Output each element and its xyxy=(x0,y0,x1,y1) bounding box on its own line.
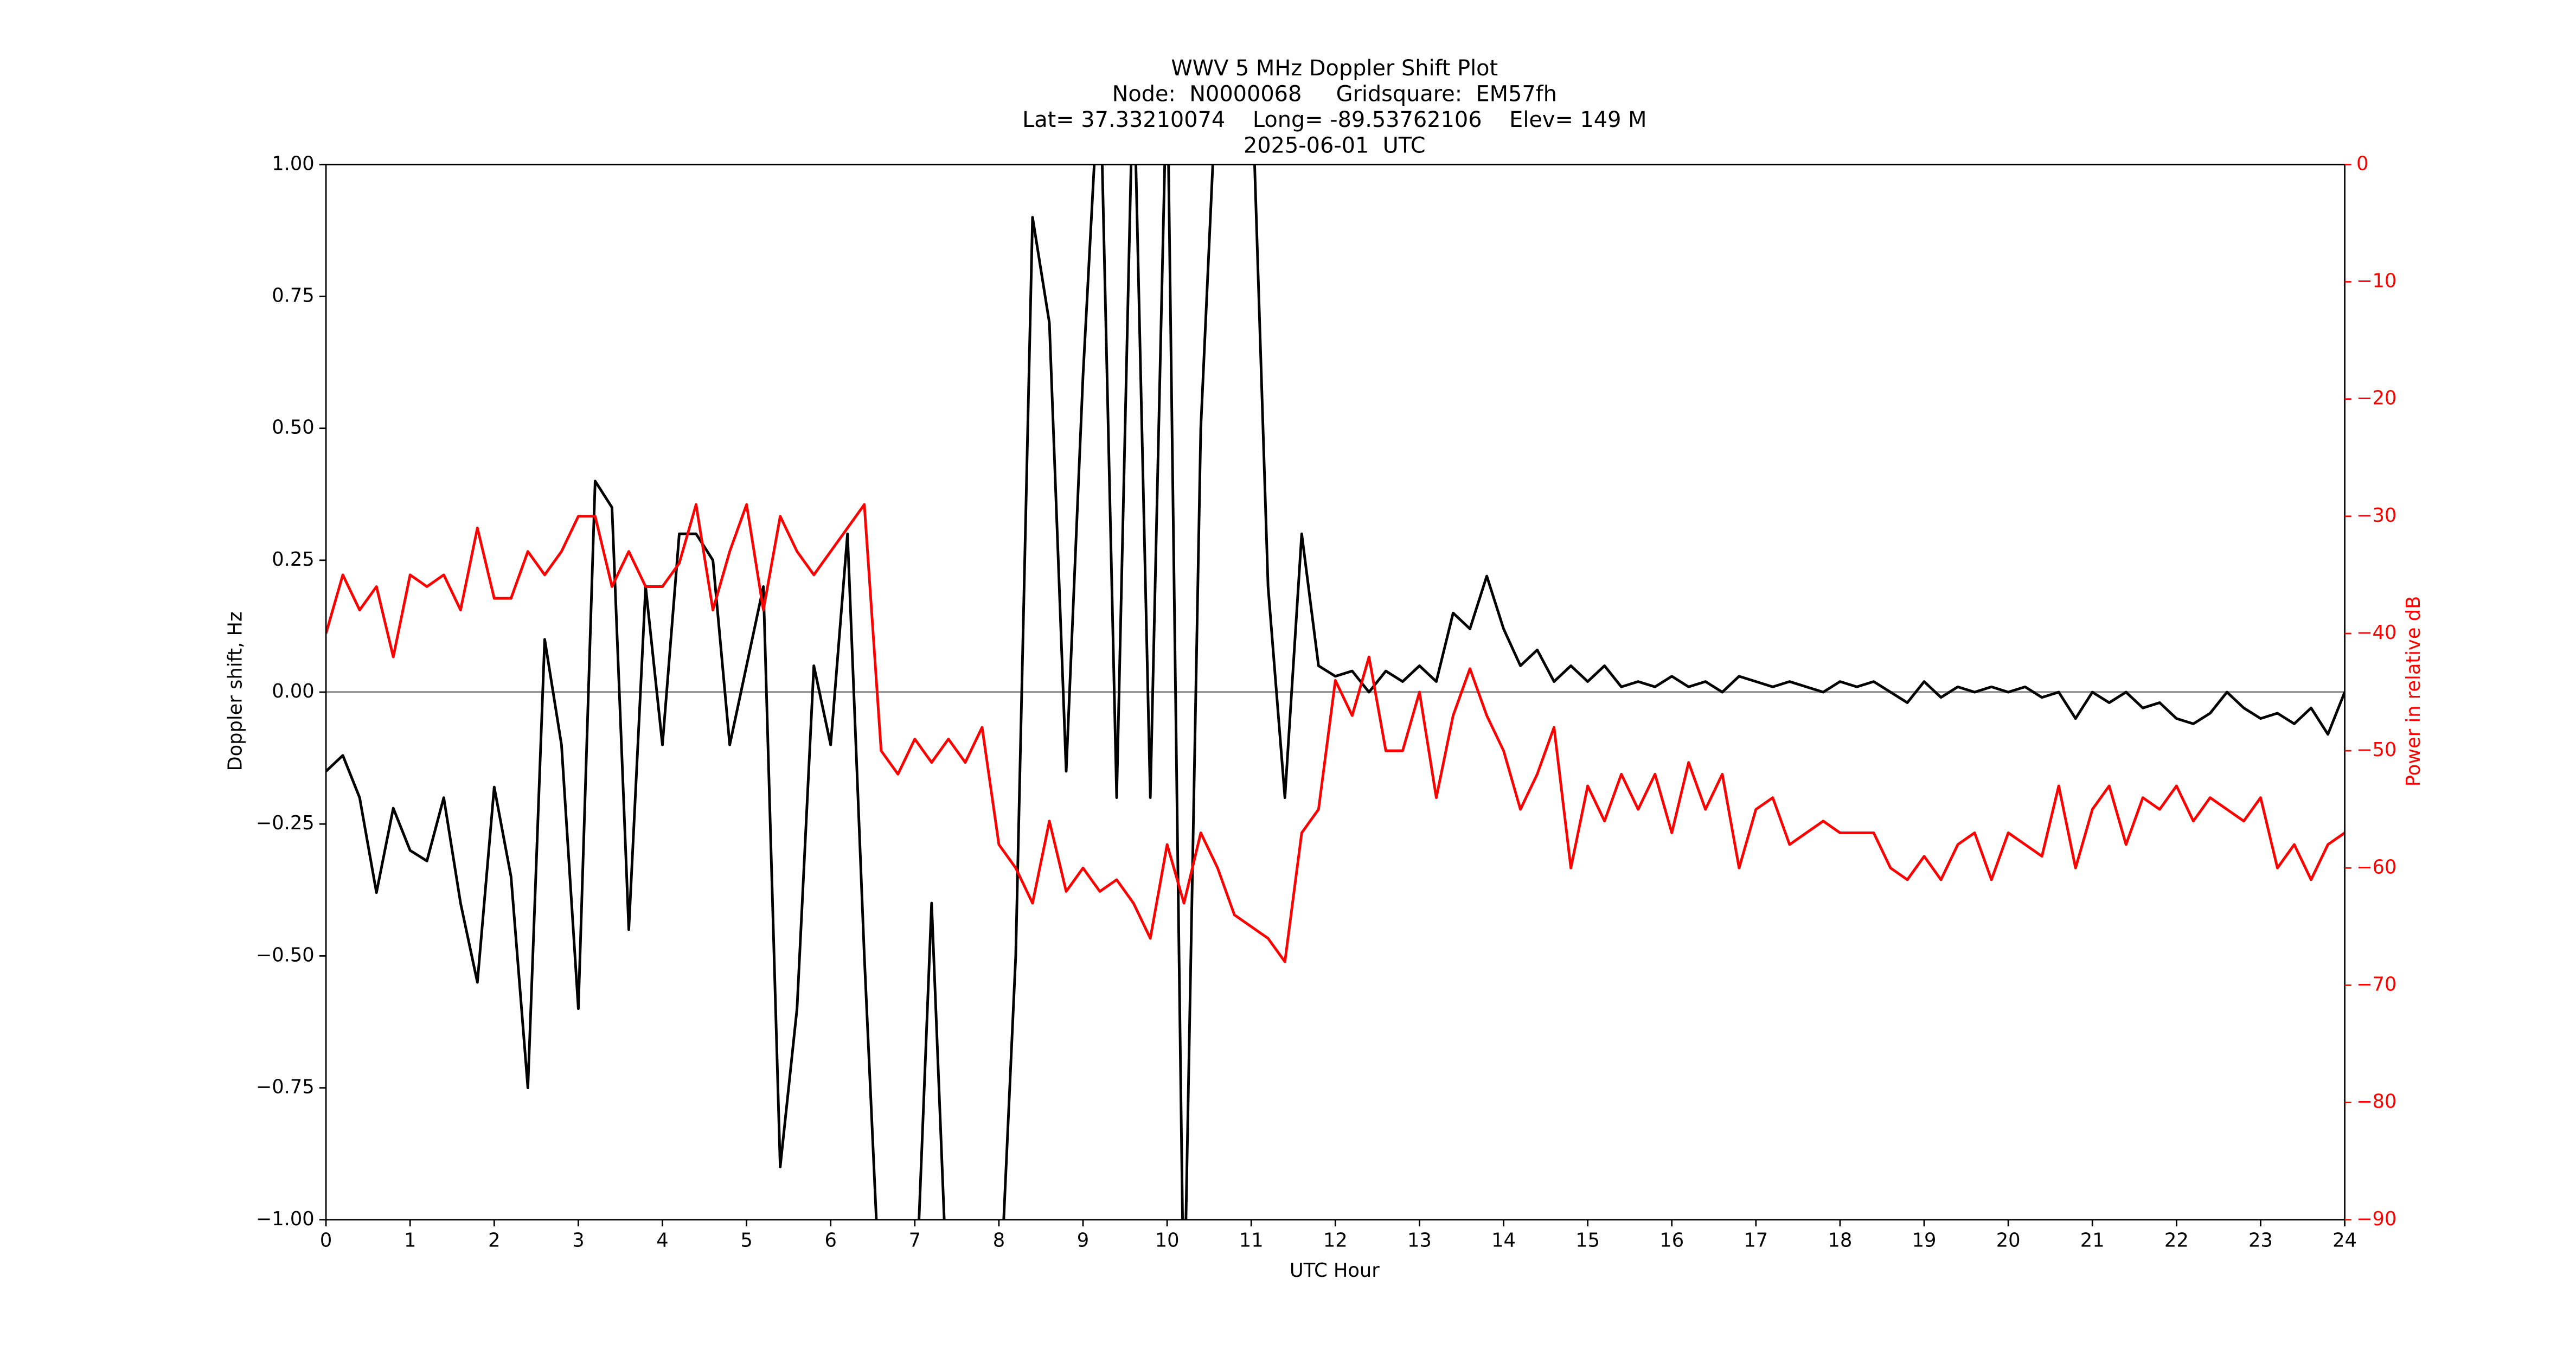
y2-tick-label: 0 xyxy=(2356,152,2368,175)
y-tick-label: −0.50 xyxy=(256,944,315,966)
y2-tick-label: −10 xyxy=(2356,270,2396,292)
x-tick-label: 14 xyxy=(1491,1230,1516,1252)
x-tick-label: 13 xyxy=(1407,1230,1432,1252)
x-tick-label: 23 xyxy=(2248,1230,2273,1252)
x-axis-label: UTC Hour xyxy=(1290,1259,1380,1282)
axes-frame xyxy=(325,163,2346,1221)
y2-tick-label: −80 xyxy=(2356,1091,2396,1113)
x-tick-label: 0 xyxy=(320,1230,332,1252)
chart-title: Lat= 37.33210074 Long= -89.53762106 Elev… xyxy=(1022,107,1646,132)
x-tick-label: 3 xyxy=(572,1230,584,1252)
x-tick-label: 4 xyxy=(656,1230,668,1252)
y2-tick-label: −90 xyxy=(2356,1208,2396,1230)
chart-title: Node: N0000068 Gridsquare: EM57fh xyxy=(1112,82,1557,107)
y-axis-label: Doppler shift, Hz xyxy=(225,612,247,771)
y2-tick-label: −70 xyxy=(2356,973,2396,995)
x-tick-label: 12 xyxy=(1323,1230,1348,1252)
x-tick-label: 11 xyxy=(1239,1230,1264,1252)
x-tick-label: 5 xyxy=(740,1230,752,1252)
y-tick-label: 0.50 xyxy=(272,417,314,439)
y-tick-label: 0.25 xyxy=(272,548,314,571)
y-tick-label: 1.00 xyxy=(272,152,314,175)
x-tick-label: 22 xyxy=(2164,1230,2189,1252)
data-line xyxy=(326,164,2345,1220)
y2-tick-label: −20 xyxy=(2356,387,2396,410)
x-tick-label: 8 xyxy=(993,1230,1005,1252)
x-tick-label: 7 xyxy=(909,1230,921,1252)
y2-tick-label: −40 xyxy=(2356,622,2396,644)
x-tick-label: 19 xyxy=(1912,1230,1937,1252)
x-tick-label: 1 xyxy=(404,1230,416,1252)
chart-title: 2025-06-01 UTC xyxy=(1244,133,1426,158)
x-tick-label: 15 xyxy=(1575,1230,1600,1252)
y-tick-label: −0.75 xyxy=(256,1076,315,1098)
y-tick-label: −1.00 xyxy=(256,1208,315,1230)
y2-axis-label: Power in relative dB xyxy=(2402,596,2425,787)
x-tick-label: 6 xyxy=(824,1230,836,1252)
chart-title: WWV 5 MHz Doppler Shift Plot xyxy=(1171,56,1498,81)
x-tick-label: 20 xyxy=(1996,1230,2021,1252)
data-line xyxy=(326,503,2345,963)
x-tick-label: 9 xyxy=(1077,1230,1089,1252)
y-tick-label: 0.75 xyxy=(272,284,314,306)
plot-area xyxy=(326,164,2345,1220)
x-tick-label: 16 xyxy=(1659,1230,1684,1252)
x-tick-label: 18 xyxy=(1828,1230,1853,1252)
y2-tick-label: −60 xyxy=(2356,856,2396,878)
y2-tick-label: −30 xyxy=(2356,504,2396,527)
x-tick-label: 17 xyxy=(1744,1230,1768,1252)
y-tick-label: 0.00 xyxy=(272,680,314,702)
x-tick-label: 2 xyxy=(488,1230,500,1252)
x-tick-label: 21 xyxy=(2080,1230,2105,1252)
y-tick-label: −0.25 xyxy=(256,812,315,834)
x-tick-label: 24 xyxy=(2333,1230,2357,1252)
x-tick-label: 10 xyxy=(1155,1230,1180,1252)
y2-tick-label: −50 xyxy=(2356,739,2396,761)
